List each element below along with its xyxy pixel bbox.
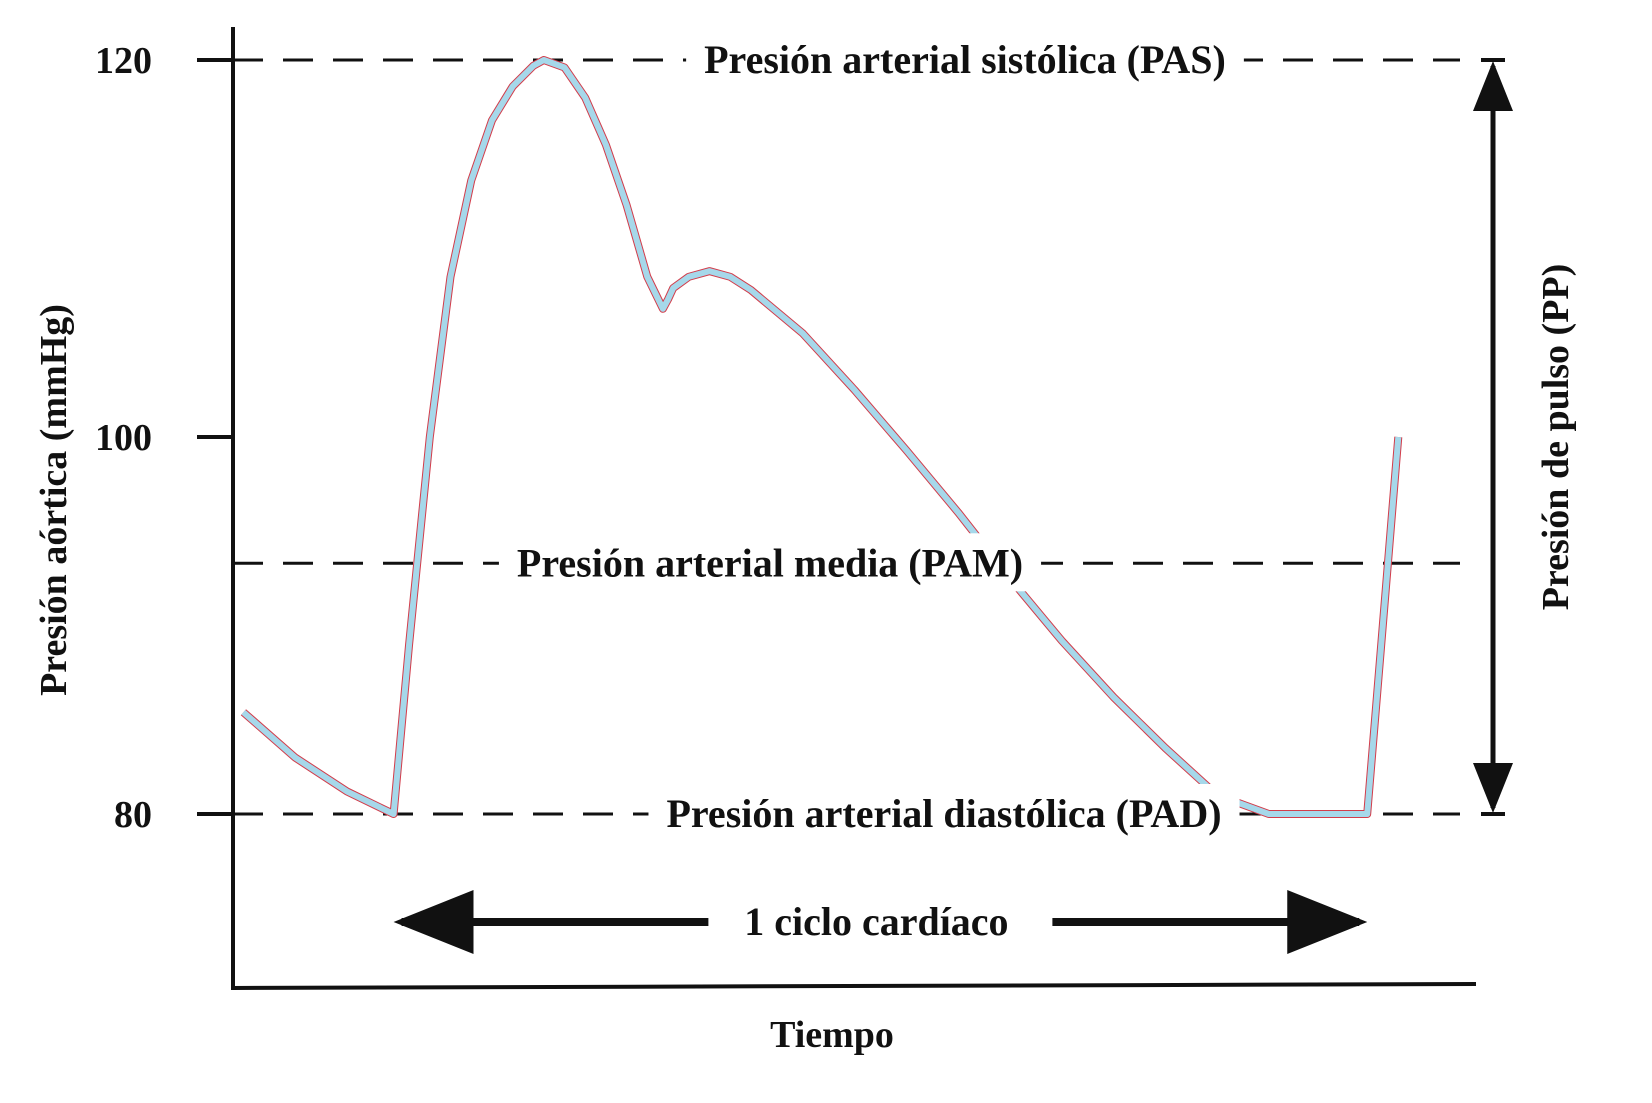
pressure-curve-outline <box>240 56 1403 818</box>
reference-label-bg-pas <box>686 30 1244 88</box>
x-axis-title: Tiempo <box>770 1014 894 1056</box>
y-axis-title: Presión aórtica (mmHg) <box>33 304 75 696</box>
cycle-label: 1 ciclo cardíaco <box>744 899 1008 944</box>
cycle-annotation: 1 ciclo cardíaco <box>393 890 1368 954</box>
y-tick-label-80: 80 <box>114 794 152 836</box>
reference-lines <box>233 58 1460 816</box>
y-tick-label-120: 120 <box>95 40 152 82</box>
x-axis <box>232 982 1477 990</box>
y-ticks: 120 100 80 <box>95 40 233 836</box>
reference-label-bg-pam <box>498 533 1042 592</box>
series-layer <box>240 56 1403 818</box>
pulse-pressure-annotation: Presión de pulso (PP) <box>1473 58 1577 816</box>
reference-label-pas: Presión arterial sistólica (PAS) <box>704 37 1226 82</box>
reference-label-pam: Presión arterial media (PAM) <box>517 540 1023 585</box>
reference-labels: Presión arterial sistólica (PAS) Presión … <box>498 30 1244 842</box>
reference-label-bg-pad <box>648 784 1240 842</box>
reference-label-pad: Presión arterial diastólica (PAD) <box>666 791 1221 836</box>
y-tick-label-100: 100 <box>95 417 152 459</box>
pressure-curve <box>241 57 1402 817</box>
pulse-pressure-label: Presión de pulso (PP) <box>1535 264 1577 611</box>
